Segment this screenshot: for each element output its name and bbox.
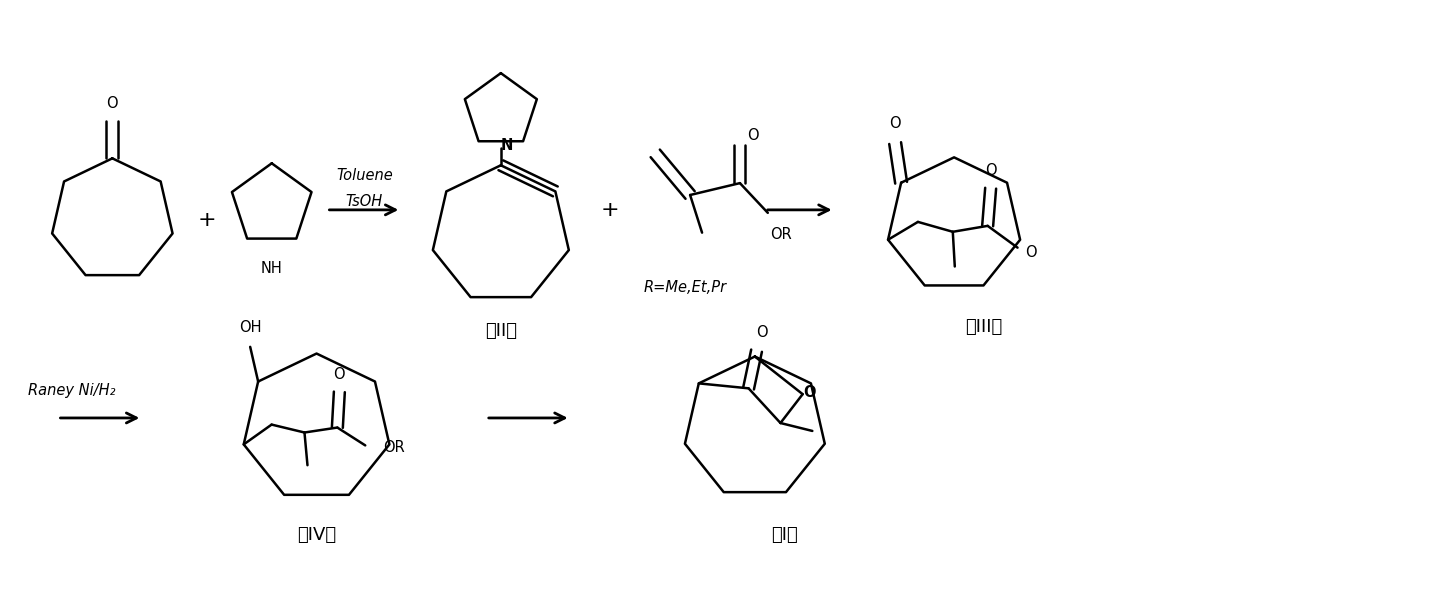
- Text: （IV）: （IV）: [297, 526, 336, 544]
- Text: +: +: [198, 209, 217, 230]
- Text: R=Me,Et,Pr: R=Me,Et,Pr: [643, 280, 727, 295]
- Text: O: O: [985, 163, 997, 178]
- Text: OH: OH: [238, 320, 261, 334]
- Text: OR: OR: [770, 227, 791, 242]
- Text: O: O: [333, 367, 345, 382]
- Text: Toluene: Toluene: [336, 167, 393, 183]
- Text: O: O: [889, 116, 900, 131]
- Text: Raney Ni/H₂: Raney Ni/H₂: [27, 382, 115, 398]
- Text: NH: NH: [261, 261, 283, 276]
- Text: O: O: [747, 128, 758, 143]
- Text: TsOH: TsOH: [346, 194, 383, 209]
- Text: O: O: [106, 96, 118, 111]
- Text: O: O: [755, 325, 767, 340]
- Text: （III）: （III）: [965, 318, 1002, 336]
- Text: O: O: [1025, 245, 1037, 260]
- Text: +: +: [602, 200, 620, 220]
- Text: O: O: [803, 385, 816, 400]
- Text: （II）: （II）: [485, 322, 517, 340]
- Text: OR: OR: [383, 440, 405, 455]
- Text: N: N: [501, 138, 513, 153]
- Text: （I）: （I）: [771, 526, 798, 544]
